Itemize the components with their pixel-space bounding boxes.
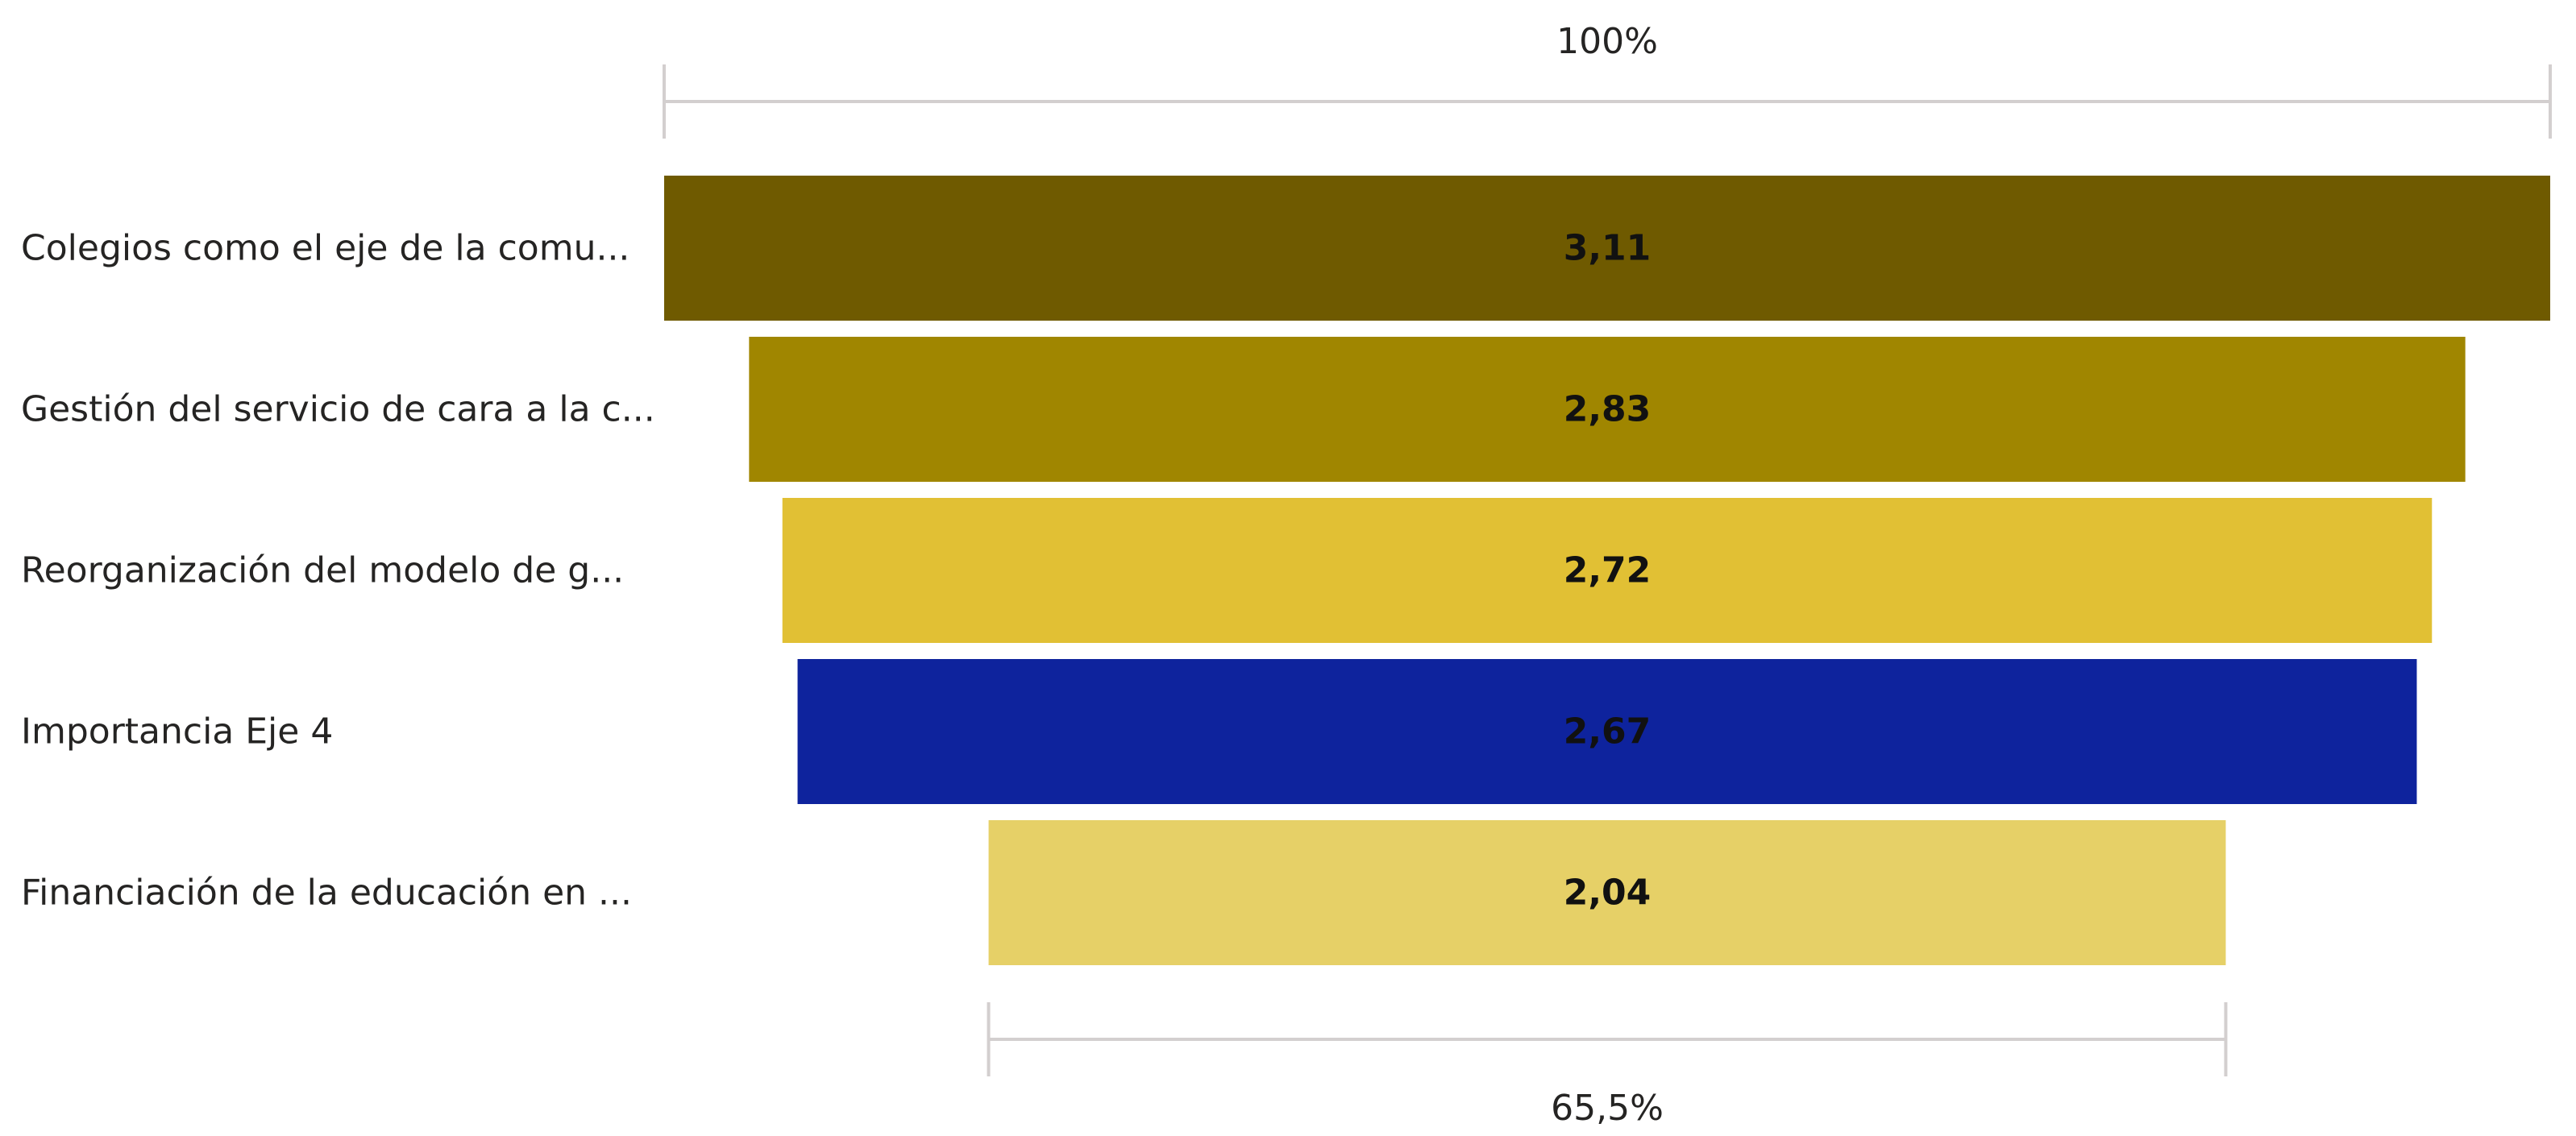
category-label: Importancia Eje 4: [21, 711, 333, 752]
funnel-bars: 3,11 Colegios como el eje de la comu... 2,…: [21, 176, 2550, 965]
bottom-percent-label: 65,5%: [1551, 1088, 1664, 1129]
category-label: Financiación de la educación en ...: [21, 873, 632, 914]
bar-value-label: 2,83: [1564, 389, 1652, 430]
bar-value-label: 3,11: [1564, 228, 1652, 269]
bar-value-label: 2,04: [1564, 873, 1652, 914]
funnel-bar-4[interactable]: [797, 659, 2417, 804]
funnel-bar-5[interactable]: [988, 820, 2226, 965]
bottom-percent-bracket: 65,5%: [987, 1002, 2228, 1129]
category-label: Reorganización del modelo de g...: [21, 550, 624, 591]
top-percent-bracket: 100%: [663, 21, 2552, 139]
top-percent-label: 100%: [1556, 21, 1658, 62]
category-label: Colegios como el eje de la comu...: [21, 228, 629, 269]
funnel-bar-1[interactable]: [664, 176, 2550, 321]
funnel-bar-2[interactable]: [749, 337, 2466, 482]
bar-value-label: 2,72: [1564, 550, 1652, 591]
funnel-bar-3[interactable]: [782, 498, 2433, 643]
category-label: Gestión del servicio de cara a la c...: [21, 389, 655, 430]
bar-value-label: 2,67: [1564, 711, 1652, 752]
